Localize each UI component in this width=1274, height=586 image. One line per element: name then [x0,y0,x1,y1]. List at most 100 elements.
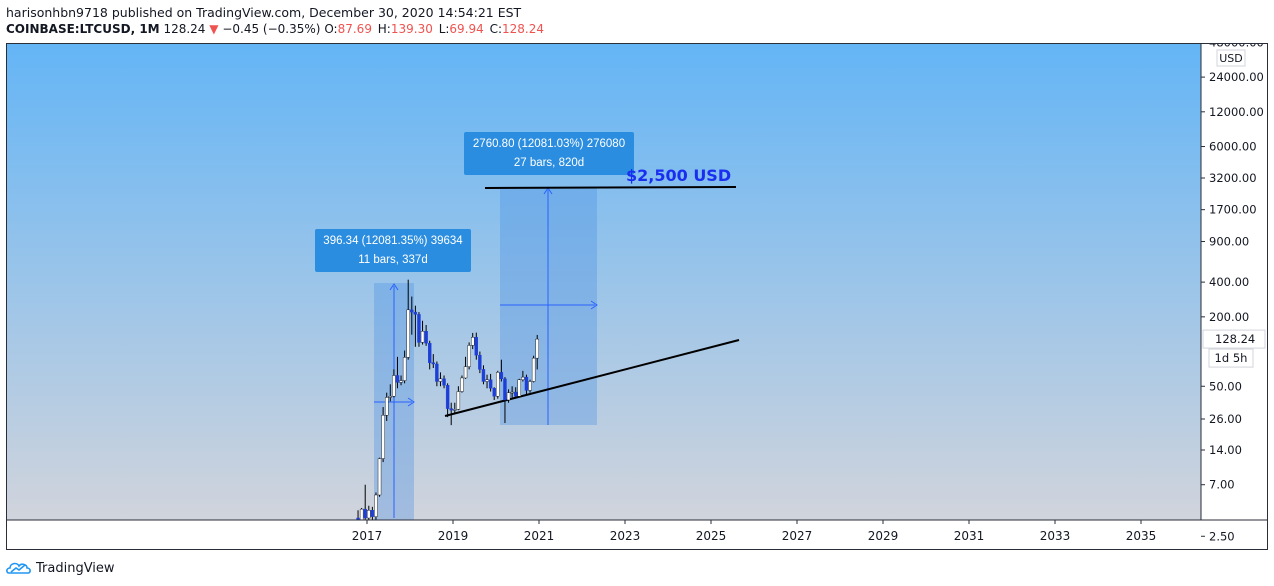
candle-body [510,391,514,394]
ascending-support-line [444,339,740,417]
candle [474,332,478,360]
measure-1-label-line2: 11 bars, 337d [358,254,427,266]
candle [460,375,464,393]
footer-brand[interactable]: TradingView [6,558,115,578]
candle [503,377,507,424]
candle-body [524,376,529,391]
x-tick-label: 2031 [954,529,985,543]
x-tick-label: 2029 [868,529,899,543]
candle-body [488,379,493,389]
candle [510,386,514,398]
candle-body [506,392,511,401]
candle [431,354,435,368]
candle [413,305,418,347]
candle-body [531,357,536,382]
candle-body [374,494,378,517]
y-tick-label: 2.50 [1209,529,1235,543]
y-tick-label: 900.00 [1209,235,1249,249]
close-label: C: [489,22,503,36]
y-tick-label: 12000.00 [1209,105,1264,119]
candle [488,373,493,392]
y-tick-label: 1700.00 [1209,203,1257,217]
candle [363,484,367,520]
plot-background [7,44,1201,520]
open-value: 87.69 [337,22,372,36]
measure-1-arrow-head-icon [389,283,399,291]
measure-2-label-line1: 2760.80 (12081.03%) 276080 [473,138,625,150]
candle-body [456,391,461,410]
high-value: 139.30 [390,22,433,36]
y-tick-label: 6000.00 [1209,140,1257,154]
measure-1-side-arrow-icon [407,397,415,407]
candle-body [385,397,389,416]
candle [435,361,439,387]
measure-2-side-arrow-icon [590,300,598,310]
candle-body [388,395,392,398]
x-tick-label: 2021 [524,529,555,543]
candle-body [363,508,367,519]
open-label: O: [324,22,338,36]
candle-body [460,377,464,392]
x-tick-label: 2025 [696,529,727,543]
candle [499,359,504,382]
change-value: −0.45 (−0.35%) [222,22,321,36]
candle [517,378,521,398]
candle [417,312,421,347]
price-axis-background[interactable] [1201,44,1268,520]
chart-canvas[interactable]: 396.34 (12081.35%) 39634 11 bars, 337d 276… [7,44,1268,550]
candle [524,374,529,395]
candle-body [413,311,418,315]
measure-1-label-line1: 396.34 (12081.35%) 39634 [323,235,463,247]
candle [402,350,407,384]
candle-body [428,343,432,363]
candle [463,356,468,379]
symbol-label[interactable]: COINBASE:LTCUSD, 1M [6,22,160,36]
last-price-label: 128.24 [1215,332,1255,346]
x-tick-label: 2019 [438,529,469,543]
candle [514,387,518,398]
last-price-badge [1202,329,1266,349]
candle-body [449,408,453,411]
y-tick-label: 48000.00 [1209,44,1264,49]
candle [399,375,403,386]
candle-body [442,378,446,386]
y-tick-label: 3200.00 [1209,171,1257,185]
countdown-label: 1d 5h [1215,351,1248,365]
candle [388,384,392,402]
candle-body [496,372,500,397]
candle-body [410,309,414,313]
candle-body [478,354,482,370]
candle-body [424,331,428,344]
currency-label: USD [1219,52,1243,65]
measure-2-label-box [464,132,634,175]
x-tick-label: 2035 [1126,529,1157,543]
candle-body [481,369,486,382]
candle-body [485,379,489,382]
candle-body [535,338,539,359]
candle-body [367,510,371,519]
time-axis-background[interactable] [7,520,1268,550]
candle [438,372,443,387]
last-price: 128.24 [163,22,206,36]
low-value: 69.94 [449,22,484,36]
candle-body [370,510,375,517]
candle-body [431,362,435,365]
y-tick-label: 7.00 [1209,478,1235,492]
publisher-line: harisonhbn9718 published on TradingView.… [6,5,522,20]
candle [381,407,385,463]
chart-container[interactable]: 396.34 (12081.35%) 39634 11 bars, 337d 276… [6,43,1268,550]
candle [406,279,410,360]
x-tick-label: 2017 [352,529,383,543]
candle-body [395,375,400,383]
measure-2-label-line2: 27 bars, 820d [514,157,584,169]
ohlc-legend: COINBASE:LTCUSD, 1M 128.24 ▼ −0.45 (−0.3… [6,22,544,36]
y-tick-label: 26.00 [1209,412,1242,426]
candle-body [399,380,403,383]
candle [481,365,486,385]
candle [410,296,414,335]
candle [485,374,489,389]
candle-body [402,357,407,381]
candle-body [463,366,468,379]
candle-body [420,331,425,343]
x-tick-label: 2027 [782,529,813,543]
